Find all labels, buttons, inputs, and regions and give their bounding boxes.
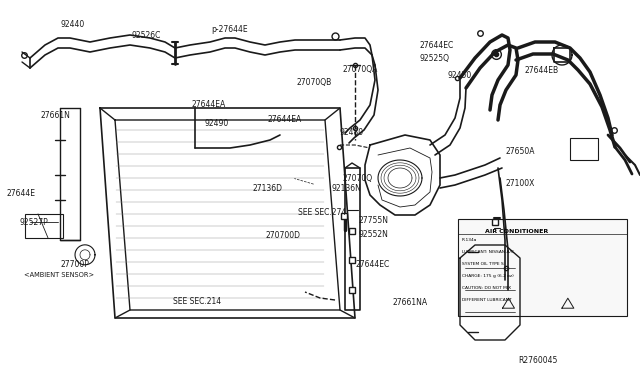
Text: <AMBIENT SENSOR>: <AMBIENT SENSOR> [24,272,95,278]
Text: 270700D: 270700D [266,231,301,240]
Text: AIR CONDITIONER: AIR CONDITIONER [485,229,548,234]
Text: 27644EB: 27644EB [525,66,559,75]
Bar [25,214,63,238]
Text: 27644E: 27644E [6,189,35,198]
Text: R-134a: R-134a [461,238,477,242]
Text: R2760045: R2760045 [518,356,558,365]
Text: 27661NA: 27661NA [392,298,428,307]
Text: 92525Q: 92525Q [419,54,449,63]
Bar [458,219,627,316]
Text: CAUTION: DO NOT MIX: CAUTION: DO NOT MIX [461,286,511,290]
Text: 27070QA: 27070QA [342,65,378,74]
Text: 27644EC: 27644EC [419,41,454,50]
Text: 27100X: 27100X [506,179,535,187]
Text: 27644EA: 27644EA [192,100,227,109]
Bar [570,138,598,160]
Text: 92480: 92480 [339,128,364,137]
Text: SEE SEC.214: SEE SEC.214 [173,297,221,306]
Text: LUBRICANT: NISSAN A/C: LUBRICANT: NISSAN A/C [461,250,513,254]
Text: 27650A: 27650A [506,147,535,156]
Text: SEE SEC.274: SEE SEC.274 [298,208,346,217]
Text: 92440: 92440 [61,20,85,29]
Text: 27661N: 27661N [40,111,70,120]
Text: DIFFERENT LUBRICANT: DIFFERENT LUBRICANT [461,298,511,302]
Text: 27644EC: 27644EC [355,260,390,269]
Text: 27070QB: 27070QB [296,78,332,87]
Text: 27644EA: 27644EA [268,115,302,124]
Text: 92136N: 92136N [332,184,362,193]
Text: 27070Q: 27070Q [342,174,372,183]
Text: 92526C: 92526C [131,31,161,40]
Text: 27136D: 27136D [253,184,283,193]
Text: CHARGE: 175 g (6.2 oz): CHARGE: 175 g (6.2 oz) [461,274,513,278]
Text: SYSTEM OIL TYPE S: SYSTEM OIL TYPE S [461,262,503,266]
Text: 92527P: 92527P [19,218,48,227]
Text: p-27644E: p-27644E [211,25,248,34]
Text: 92552N: 92552N [358,230,388,239]
Text: 92450: 92450 [448,71,472,80]
Text: 27700P: 27700P [61,260,90,269]
Text: 27755N: 27755N [358,216,388,225]
Text: 92490: 92490 [205,119,229,128]
